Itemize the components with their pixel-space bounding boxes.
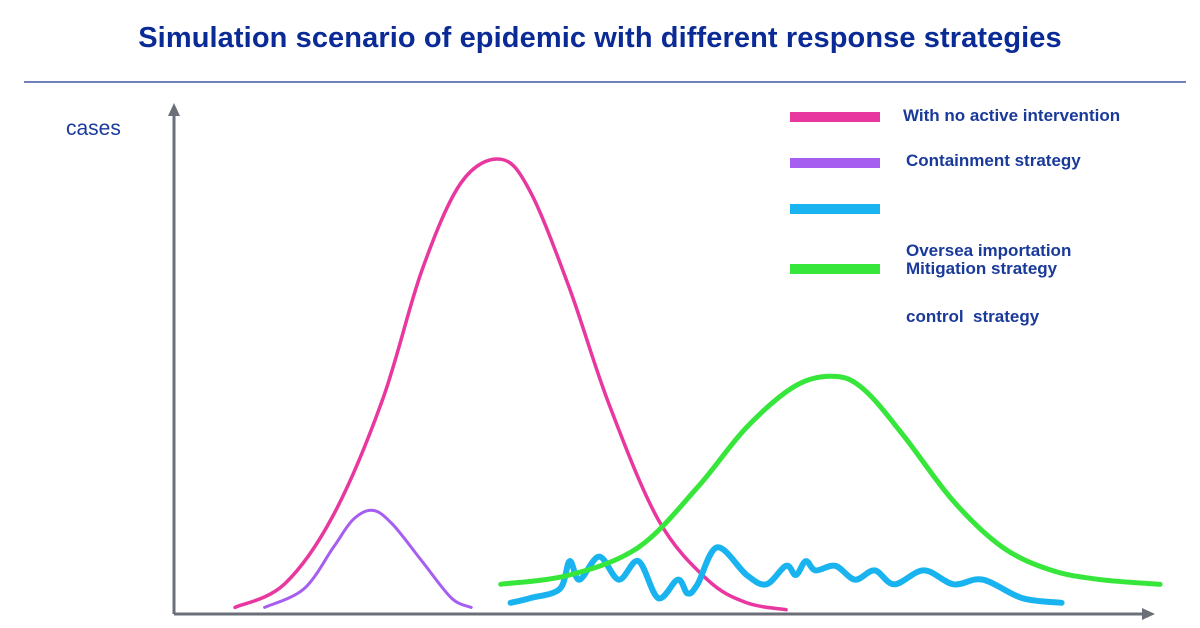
legend-swatch bbox=[790, 204, 880, 214]
y-axis-arrow bbox=[168, 103, 180, 116]
legend-swatch bbox=[790, 112, 880, 122]
series-group bbox=[233, 157, 1163, 612]
legend-label-line-1: Oversea importation bbox=[906, 241, 1072, 260]
legend-label: With no active intervention bbox=[903, 106, 1121, 125]
legend-swatch bbox=[790, 264, 880, 274]
x-axis-arrow bbox=[1142, 608, 1155, 620]
chart-title: Simulation scenario of epidemic with dif… bbox=[138, 22, 1062, 54]
legend-label: Oversea importation control strategy bbox=[906, 196, 1186, 372]
y-axis-label: cases bbox=[66, 117, 121, 140]
legend-swatch bbox=[790, 158, 880, 168]
title-divider bbox=[24, 81, 1186, 83]
legend-label: Mitigation strategy bbox=[906, 259, 1058, 278]
series-mitigation-line bbox=[498, 373, 1163, 587]
series-no-intervention-line bbox=[233, 157, 788, 612]
legend-label-line-2: control strategy bbox=[906, 307, 1040, 326]
series-importation-control-line bbox=[507, 544, 1065, 606]
series-containment-line bbox=[263, 508, 473, 609]
legend: With no active intervention Containment … bbox=[790, 104, 1190, 326]
legend-label: Containment strategy bbox=[906, 151, 1081, 170]
